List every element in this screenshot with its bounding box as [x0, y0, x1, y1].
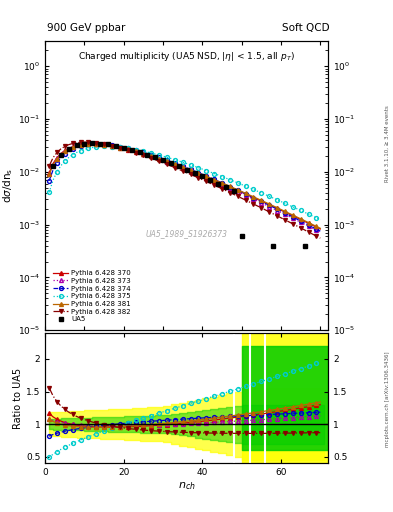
Text: UA5_1989_S1926373: UA5_1989_S1926373 — [146, 229, 228, 238]
Pythia 6.428 370 — [200, 173, 205, 179]
Pythia 6.428 375 — [200, 166, 205, 172]
Pythia 6.428 373 — [90, 141, 95, 147]
UA5 — [137, 149, 142, 155]
Pythia 6.428 370 — [47, 169, 51, 176]
UA5 — [82, 141, 87, 147]
Pythia 6.428 375 — [279, 199, 283, 205]
Line: Pythia 6.428 381: Pythia 6.428 381 — [47, 142, 322, 230]
UA5 — [74, 142, 79, 148]
UA5 — [153, 154, 158, 160]
Line: Pythia 6.428 374: Pythia 6.428 374 — [47, 142, 322, 233]
Pythia 6.428 370 — [82, 141, 87, 147]
UA5 — [192, 170, 197, 176]
Line: UA5: UA5 — [51, 141, 236, 194]
Pythia 6.428 375 — [283, 200, 287, 206]
Pythia 6.428 382 — [86, 139, 91, 145]
Pythia 6.428 375 — [114, 144, 118, 150]
Pythia 6.428 382 — [318, 235, 323, 241]
Pythia 6.428 374 — [200, 171, 205, 177]
UA5 — [114, 143, 118, 149]
Pythia 6.428 373 — [200, 173, 205, 179]
Pythia 6.428 373 — [114, 143, 118, 150]
Pythia 6.428 374 — [82, 142, 87, 148]
Pythia 6.428 370 — [279, 207, 283, 214]
Pythia 6.428 381 — [279, 206, 283, 212]
Pythia 6.428 382 — [82, 139, 87, 145]
Pythia 6.428 381 — [318, 225, 323, 231]
Pythia 6.428 374 — [283, 210, 287, 216]
Pythia 6.428 374 — [279, 208, 283, 214]
UA5 — [51, 163, 55, 169]
Pythia 6.428 374 — [133, 147, 138, 153]
Text: 900 GeV ppbar: 900 GeV ppbar — [47, 23, 125, 33]
Pythia 6.428 381 — [82, 142, 87, 148]
Pythia 6.428 374 — [318, 228, 323, 234]
Line: Pythia 6.428 382: Pythia 6.428 382 — [47, 140, 322, 240]
Pythia 6.428 370 — [283, 209, 287, 215]
UA5 — [231, 188, 236, 194]
UA5 — [145, 152, 150, 158]
Pythia 6.428 374 — [114, 143, 118, 149]
UA5 — [176, 163, 181, 169]
Pythia 6.428 373 — [318, 229, 323, 235]
Pythia 6.428 382 — [200, 177, 205, 183]
Pythia 6.428 381 — [283, 208, 287, 215]
Pythia 6.428 382 — [133, 150, 138, 156]
UA5 — [66, 145, 71, 152]
UA5 — [184, 166, 189, 173]
Pythia 6.428 381 — [133, 148, 138, 155]
Pythia 6.428 382 — [47, 163, 51, 169]
UA5 — [208, 177, 213, 183]
UA5 — [106, 141, 110, 147]
Pythia 6.428 375 — [133, 146, 138, 153]
Pythia 6.428 373 — [279, 209, 283, 216]
UA5 — [216, 180, 220, 186]
Pythia 6.428 382 — [114, 144, 118, 150]
Pythia 6.428 375 — [106, 143, 110, 150]
Pythia 6.428 370 — [318, 226, 323, 232]
UA5 — [200, 174, 205, 180]
Pythia 6.428 373 — [283, 211, 287, 218]
Pythia 6.428 374 — [47, 178, 51, 184]
Text: Charged multiplicity (UA5 NSD, $|\eta|$ < 1.5, all $p_T$): Charged multiplicity (UA5 NSD, $|\eta|$ … — [78, 50, 295, 62]
UA5 — [224, 184, 228, 190]
Pythia 6.428 382 — [283, 217, 287, 223]
Line: Pythia 6.428 373: Pythia 6.428 373 — [47, 142, 322, 234]
UA5 — [90, 140, 95, 146]
Text: Soft QCD: Soft QCD — [283, 23, 330, 33]
UA5 — [98, 140, 103, 146]
Pythia 6.428 381 — [90, 141, 95, 147]
Legend: Pythia 6.428 370, Pythia 6.428 373, Pythia 6.428 374, Pythia 6.428 375, Pythia 6: Pythia 6.428 370, Pythia 6.428 373, Pyth… — [51, 269, 132, 324]
Pythia 6.428 381 — [114, 144, 118, 150]
Y-axis label: d$\sigma$/dn$_\mathregular{s}$: d$\sigma$/dn$_\mathregular{s}$ — [1, 168, 15, 203]
UA5 — [59, 152, 63, 158]
Pythia 6.428 373 — [47, 172, 51, 178]
Line: Pythia 6.428 370: Pythia 6.428 370 — [47, 142, 322, 231]
Line: Pythia 6.428 375: Pythia 6.428 375 — [47, 144, 322, 222]
Text: Rivet 3.1.10, ≥ 3.4M events: Rivet 3.1.10, ≥ 3.4M events — [385, 105, 389, 182]
Y-axis label: Ratio to UA5: Ratio to UA5 — [13, 368, 23, 429]
Pythia 6.428 375 — [318, 217, 323, 223]
UA5 — [129, 146, 134, 153]
Pythia 6.428 375 — [82, 146, 87, 153]
UA5 — [169, 160, 173, 166]
UA5 — [161, 157, 165, 163]
UA5 — [121, 144, 126, 151]
Pythia 6.428 375 — [47, 189, 51, 196]
Pythia 6.428 381 — [200, 172, 205, 178]
Pythia 6.428 370 — [114, 144, 118, 150]
Pythia 6.428 373 — [133, 148, 138, 154]
X-axis label: $n_{ch}$: $n_{ch}$ — [178, 480, 196, 492]
Pythia 6.428 374 — [94, 141, 99, 147]
Text: mcplots.cern.ch [arXiv:1306.3436]: mcplots.cern.ch [arXiv:1306.3436] — [385, 352, 389, 447]
Pythia 6.428 370 — [133, 148, 138, 155]
Pythia 6.428 381 — [47, 172, 51, 178]
Pythia 6.428 373 — [82, 141, 87, 147]
Pythia 6.428 370 — [90, 141, 95, 147]
Pythia 6.428 382 — [279, 215, 283, 221]
